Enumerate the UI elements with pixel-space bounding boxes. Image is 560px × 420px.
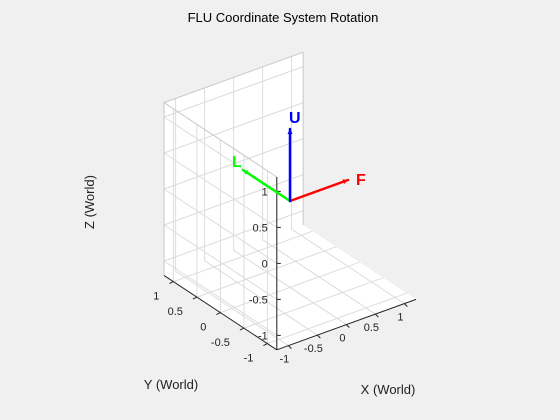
- floor-grid-x: [291, 228, 405, 305]
- x-tick-label: 0.5: [364, 322, 379, 334]
- y-tick-label: -1: [244, 353, 254, 365]
- y-tick-label: 0: [200, 322, 206, 334]
- z-tick-label: 0.5: [253, 222, 268, 234]
- z-tick-label: -1: [258, 330, 268, 342]
- top-edge-x: [163, 51, 304, 104]
- x-tick-label: 1: [397, 312, 403, 324]
- xz-grid-z: [163, 66, 304, 118]
- vector-l-arrowhead: [243, 170, 249, 175]
- x-tick-mark: [404, 303, 408, 307]
- axis-layer: -1 -0.5 0 0.5 1 -1 -0.5 0 0.5 1 -1 -0.5 0 0.5 1: [153, 177, 417, 366]
- y-axis-label: Y (World): [144, 377, 198, 392]
- vector-label-l: L: [232, 154, 242, 171]
- y-tick-label: -0.5: [211, 337, 230, 349]
- x-tick-label: 0: [339, 333, 345, 345]
- y-tick-mark: [263, 343, 268, 347]
- grid-layer: [163, 51, 416, 350]
- vector-label-f: F: [356, 172, 366, 189]
- vector-f-arrowhead: [342, 179, 348, 185]
- vector-f: [288, 178, 350, 203]
- x-axis-line: [276, 298, 417, 351]
- xz-grid-z: [163, 138, 304, 190]
- z-tick-label: 1: [262, 186, 268, 198]
- floor-grid-y: [196, 246, 337, 298]
- yz-grid-z: [163, 152, 278, 228]
- z-tick-label: -0.5: [249, 294, 268, 306]
- vector-label-u: U: [289, 110, 301, 127]
- z-axis-label: Z (World): [82, 175, 97, 229]
- y-tick-label: 1: [153, 291, 159, 303]
- x-axis-label: X (World): [361, 382, 416, 397]
- floor-grid-x: [262, 239, 376, 315]
- x-tick-mark: [346, 324, 350, 328]
- y-tick-mark: [216, 312, 221, 316]
- vector-layer: F L U: [232, 110, 366, 203]
- chart-title: FLU Coordinate System Rotation: [188, 10, 379, 25]
- x-tick-mark: [375, 313, 379, 318]
- x-tick-label: -0.5: [304, 343, 323, 355]
- vector-u-arrowhead: [287, 129, 293, 134]
- y-tick-label: 0.5: [168, 306, 183, 318]
- floor-grid-y: [220, 261, 360, 314]
- y-tick-mark: [192, 296, 198, 300]
- floor-grid-y: [173, 230, 313, 283]
- vector-l: [241, 168, 292, 203]
- x-tick-mark: [288, 345, 292, 349]
- xz-grid-z: [163, 102, 304, 154]
- top-edge-y: [163, 102, 278, 178]
- y-tick-mark: [239, 327, 245, 331]
- y-tick-mark: [169, 281, 174, 285]
- x-tick-label: -1: [280, 354, 290, 366]
- y-axis-line: [163, 274, 278, 351]
- z-tick-label: 0: [262, 258, 268, 270]
- x-tick-mark: [317, 334, 321, 339]
